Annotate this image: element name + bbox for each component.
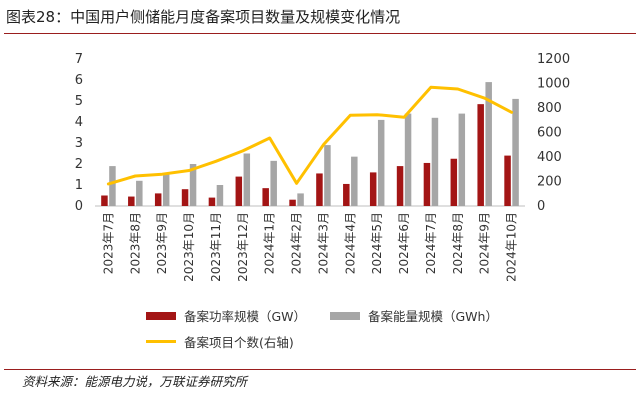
bar-power xyxy=(477,104,484,206)
bar-energy xyxy=(270,160,277,206)
y-left-tick-label: 0 xyxy=(75,199,83,214)
y-right-tick-label: 800 xyxy=(537,101,562,116)
bar-power xyxy=(235,176,243,206)
bar-energy xyxy=(377,119,385,206)
y-right-tick-label: 1000 xyxy=(537,77,570,92)
point-project-count xyxy=(241,149,245,153)
x-tick-label: 2023年11月 xyxy=(209,212,223,282)
bar-power xyxy=(423,162,431,206)
point-project-count xyxy=(375,113,379,116)
bar-power xyxy=(504,155,511,206)
y-right-tick-label: 0 xyxy=(537,199,545,214)
bar-power xyxy=(343,183,350,206)
legend-label-power: 备案功率规模（GW） xyxy=(184,309,307,324)
y-left-tick-label: 1 xyxy=(75,178,83,193)
legend-label-energy: 备案能量规模（GWh） xyxy=(368,309,498,324)
x-tick-label: 2024年2月 xyxy=(290,212,304,274)
bar-power xyxy=(369,172,377,206)
point-project-count xyxy=(510,111,513,114)
y-left-tick-label: 6 xyxy=(75,73,83,88)
point-project-count xyxy=(295,182,298,185)
legend-swatch-energy xyxy=(330,311,360,320)
legend-label-count: 备案项目个数(右轴) xyxy=(184,335,294,350)
source-note: 资料来源：能源电力说，万联证券研究所 xyxy=(22,374,248,389)
point-project-count xyxy=(456,87,460,91)
y-right-tick-label: 600 xyxy=(537,126,562,141)
legend-item-power: 备案功率规模（GW） xyxy=(146,306,306,325)
legend-item-count: 备案项目个数(右轴) xyxy=(146,332,294,351)
x-tick-label: 2024年10月 xyxy=(505,212,519,282)
point-project-count xyxy=(268,136,271,140)
bar-energy xyxy=(512,98,519,206)
bar-power xyxy=(154,193,162,206)
line-project-count xyxy=(106,85,514,186)
legend-swatch-power xyxy=(146,311,176,320)
bar-power xyxy=(128,196,135,206)
bar-energy xyxy=(216,185,224,206)
point-project-count xyxy=(160,172,164,176)
bar-power xyxy=(289,199,296,206)
y-right-tick-label: 1200 xyxy=(537,52,570,67)
bar-energy xyxy=(189,164,197,206)
point-project-count xyxy=(107,182,110,186)
y-left-tick-label: 3 xyxy=(75,136,83,151)
bar-energy xyxy=(109,166,116,206)
y-right-tick-label: 400 xyxy=(537,150,562,165)
point-project-count xyxy=(322,143,325,146)
bar-energy xyxy=(458,113,466,206)
bar-energy xyxy=(297,193,304,206)
y-left-tick-label: 4 xyxy=(75,115,83,130)
point-project-count xyxy=(187,169,191,172)
bar-power xyxy=(396,166,404,206)
x-tick-label: 2024年3月 xyxy=(316,212,330,274)
figure-title: 图表28：中国用户侧储能月度备案项目数量及规模变化情况 xyxy=(6,8,401,26)
title-divider xyxy=(4,33,636,34)
bar-power xyxy=(208,197,216,206)
x-tick-label: 2024年8月 xyxy=(451,212,465,274)
x-tick-label: 2023年7月 xyxy=(101,212,115,274)
point-project-count xyxy=(214,160,218,163)
x-tick-label: 2023年8月 xyxy=(128,212,142,274)
x-tick-label: 2023年12月 xyxy=(236,212,250,282)
point-project-count xyxy=(402,115,406,119)
point-project-count xyxy=(349,114,352,117)
x-tick-label: 2024年1月 xyxy=(263,212,277,274)
point-project-count xyxy=(134,174,137,178)
point-project-count xyxy=(429,85,433,89)
bar-energy xyxy=(351,156,358,206)
source-divider xyxy=(4,369,636,370)
bar-energy xyxy=(243,153,251,206)
bar-power xyxy=(101,195,108,206)
bar-energy xyxy=(136,180,143,206)
x-tick-label: 2024年5月 xyxy=(370,212,384,274)
x-tick-label: 2023年10月 xyxy=(182,212,196,282)
point-project-count xyxy=(483,97,486,100)
legend-line-count xyxy=(146,340,176,343)
chart: 0 1 2 3 4 5 6 7 0 200 400 600 800 1000 1200 2023年7月 2023… xyxy=(75,52,570,282)
bar-energy xyxy=(162,174,170,206)
x-tick-label: 2024年4月 xyxy=(343,212,357,274)
legend-item-energy: 备案能量规模（GWh） xyxy=(330,306,498,325)
bar-power xyxy=(181,189,189,206)
bar-energy xyxy=(431,117,439,206)
bar-energy xyxy=(404,113,412,206)
x-tick-label: 2024年9月 xyxy=(478,212,492,274)
y-left-tick-label: 2 xyxy=(75,157,83,172)
bar-power xyxy=(450,158,458,206)
y-left-tick-label: 7 xyxy=(75,52,83,67)
bar-energy xyxy=(485,82,492,206)
bar-energy xyxy=(324,145,331,206)
x-tick-label: 2024年7月 xyxy=(424,212,438,274)
y-left-tick-label: 5 xyxy=(75,94,83,109)
x-tick-label: 2024年6月 xyxy=(397,212,411,274)
bar-power xyxy=(262,188,269,206)
x-tick-label: 2023年9月 xyxy=(155,212,169,274)
bar-power xyxy=(316,173,323,206)
y-right-tick-label: 200 xyxy=(537,175,562,190)
